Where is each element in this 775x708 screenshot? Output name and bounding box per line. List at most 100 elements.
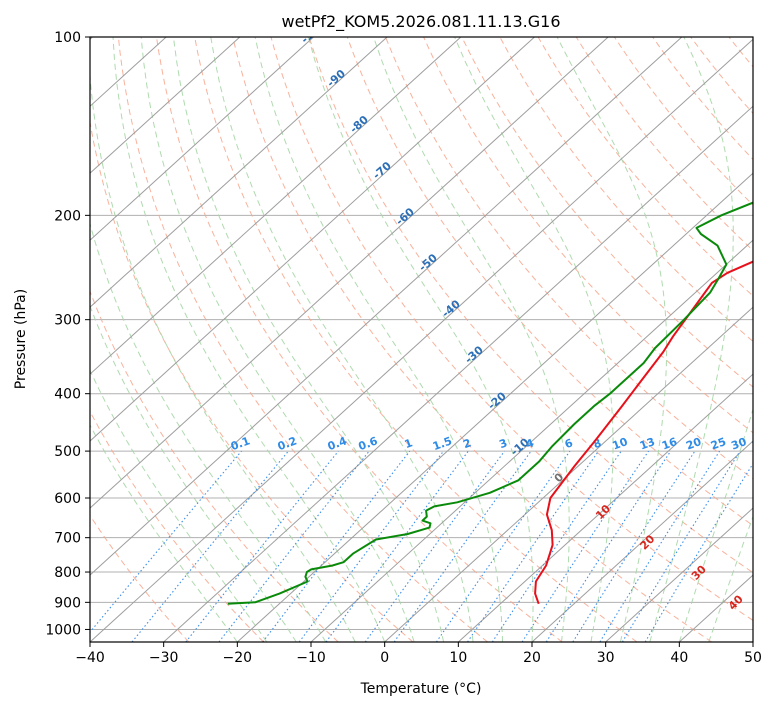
mixing-ratio-label: 8: [592, 436, 604, 451]
y-tick-label: 700: [54, 531, 81, 547]
moist-adiabat-line: [90, 69, 356, 642]
moist-adiabat-line: [678, 407, 753, 642]
y-tick-label: 1000: [45, 622, 81, 638]
mixing-ratio-label: 0.1: [229, 434, 252, 453]
mixing-ratio-line: [644, 462, 753, 642]
mixing-ratio-line: [364, 450, 505, 642]
mixing-ratio-line: [545, 450, 672, 642]
mixing-ratio-label: 0.2: [276, 434, 299, 453]
moist-adiabat-line: [172, 37, 445, 642]
moist-adiabat-line: [454, 37, 614, 642]
mixing-ratio-line: [262, 450, 411, 642]
isotherm-line: [90, 37, 241, 174]
mixing-ratio-label: 10: [611, 435, 630, 453]
x-tick-label: 30: [597, 650, 615, 666]
mixing-ratio-line: [599, 450, 721, 642]
mixing-ratio-label: 2: [461, 436, 473, 451]
isotherm-line: [163, 105, 753, 642]
x-tick-label: 40: [670, 650, 688, 666]
x-tick-label: 50: [744, 650, 762, 666]
isotherm-line: [90, 37, 609, 509]
moist-adiabat-line: [90, 424, 238, 642]
mixing-ratio-label: 3: [498, 436, 510, 451]
isotherm-line: [90, 37, 462, 375]
dry-adiabat-line: [575, 37, 753, 252]
moist-adiabat-line: [307, 37, 534, 642]
mixing-ratio-label: 0.4: [326, 434, 349, 453]
y-tick-label: 500: [54, 444, 81, 460]
y-axis: 1000 900 800 700 600 500 400 300 200 100: [45, 30, 90, 638]
mixing-ratio-label: 6: [563, 436, 575, 451]
mixing-ratio-line: [621, 450, 741, 642]
dry-adiabat-line: [90, 119, 414, 642]
x-tick-label: 0: [380, 650, 389, 666]
moist-adiabat-line: [254, 37, 503, 642]
mixing-ratio-line: [572, 450, 696, 642]
y-tick-label: 400: [54, 387, 81, 403]
dry-adiabat-line: [156, 37, 563, 642]
dewpoint-profile-line: [227, 201, 753, 605]
temperature-profile-line: [534, 260, 753, 605]
y-tick-label: 800: [54, 565, 81, 581]
mixing-ratio-line: [90, 450, 242, 633]
mixing-ratio-line: [218, 450, 370, 642]
mixing-ratio-label: 4: [524, 436, 536, 451]
x-tick-label: −10: [296, 650, 326, 666]
moist-adiabat-line: [90, 304, 297, 642]
moist-adiabat-line: [140, 37, 415, 642]
dry-adiabat-line: [461, 37, 753, 388]
dry-adiabat-line: [232, 37, 712, 642]
isotherm-line: [90, 37, 314, 241]
isotherm-line: [90, 37, 388, 308]
mixing-ratio-line: [185, 450, 339, 642]
chart-title: wetPf2_KOM5.2026.081.11.13.G16: [281, 12, 560, 32]
isotherm-line: [236, 172, 753, 642]
mixing-ratio-label: 16: [660, 435, 679, 453]
y-tick-label: 600: [54, 491, 81, 507]
x-tick-label: 10: [449, 650, 467, 666]
mixing-ratio-label: 13: [638, 435, 657, 452]
dry-adiabat-line: [652, 37, 753, 161]
dry-adiabat-line: [90, 410, 264, 642]
plot-frame: [89, 36, 754, 643]
mixing-ratio-label: 20: [684, 435, 703, 453]
mixing-ratio-line: [131, 450, 289, 642]
mixing-ratio-line: [393, 450, 532, 642]
mixing-ratio-label: 1: [403, 436, 415, 451]
moist-adiabat-line: [112, 37, 386, 642]
y-tick-label: 200: [54, 208, 81, 224]
mixing-ratio-label: 0.6: [357, 434, 380, 453]
profile-lines: [227, 201, 753, 605]
y-axis-title: Pressure (hPa): [13, 289, 29, 389]
dry-adiabat-line: [194, 37, 638, 642]
isotherm-line: [90, 37, 535, 442]
mixing-ratio-line: [435, 450, 571, 642]
mixing-ratio-label: 36: [750, 435, 769, 453]
mixing-ratio-label: 25: [709, 435, 728, 452]
moist-adiabat-line: [556, 37, 668, 642]
y-tick-label: 900: [54, 595, 81, 611]
dry-adiabat-line: [90, 289, 339, 642]
dry-adiabat-line: [308, 37, 753, 574]
y-tick-label: 100: [54, 30, 81, 46]
isotherm-line: [384, 306, 753, 642]
isotherm-line: [90, 37, 683, 576]
mixing-ratio-label: 1.5: [431, 434, 454, 453]
moist-adiabat-line: [649, 37, 734, 642]
dry-adiabat-line: [537, 37, 753, 297]
x-tick-label: −30: [149, 650, 179, 666]
moist-adiabat-line: [90, 369, 268, 642]
background-lines: [90, 37, 753, 642]
isotherm-line: [531, 440, 753, 642]
dry-adiabat-line: [499, 37, 753, 342]
x-axis-title: Temperature (°C): [360, 681, 482, 697]
x-tick-label: 20: [523, 650, 541, 666]
x-axis: −40 −30 −20 −10 0 10 20 30 40 50: [75, 642, 762, 666]
dry-adiabat-line: [346, 37, 753, 527]
isotherm-line: [457, 373, 753, 642]
mixing-ratio-line: [467, 450, 599, 642]
x-tick-label: −40: [75, 650, 105, 666]
moist-adiabat-line: [373, 37, 570, 642]
